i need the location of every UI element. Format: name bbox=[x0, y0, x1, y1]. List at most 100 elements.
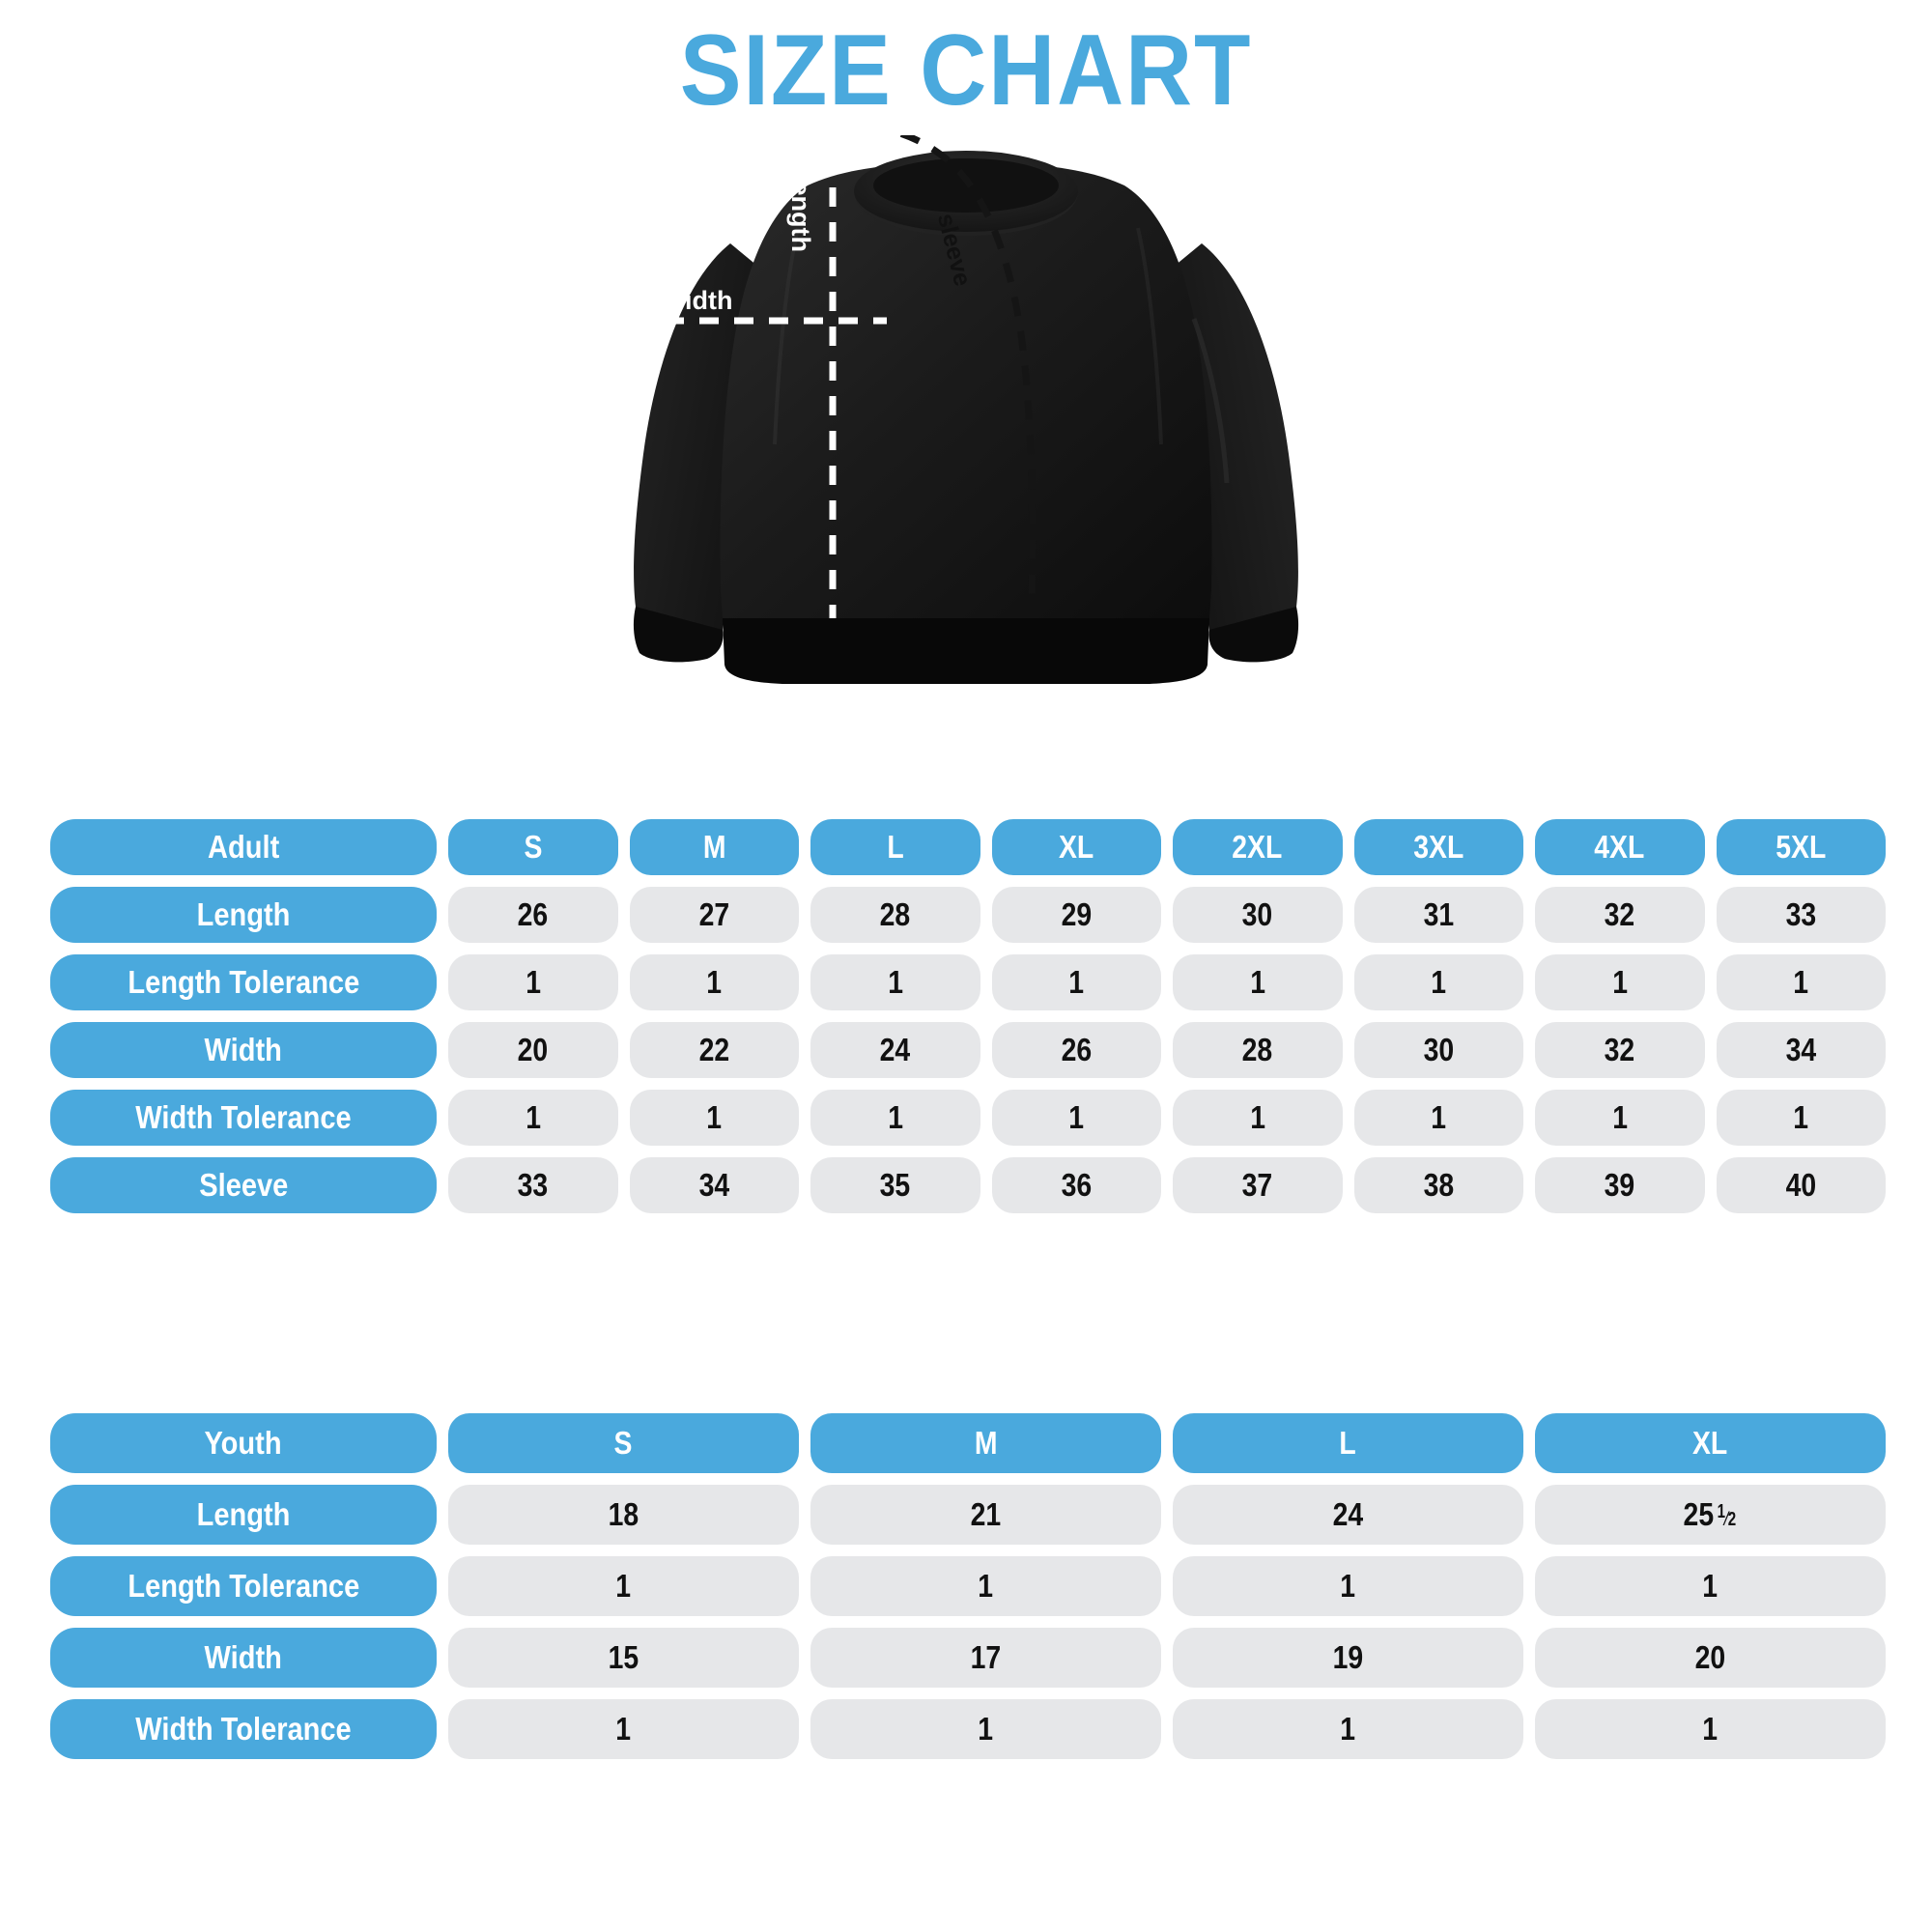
adult-row-label-length: Length bbox=[50, 887, 437, 943]
youth-size-table: Youth S M L XL Length 18 21 24 25 1⁄2 Len… bbox=[50, 1413, 1886, 1771]
youth-width-tol-m: 1 bbox=[810, 1699, 1161, 1759]
adult-size-header-m: M bbox=[629, 819, 799, 875]
youth-length-tol-l: 1 bbox=[1173, 1556, 1523, 1616]
adult-width-tol-m: 1 bbox=[629, 1090, 799, 1146]
adult-row-label-width-tolerance: Width Tolerance bbox=[50, 1090, 437, 1146]
youth-width-tol-xl: 1 bbox=[1535, 1699, 1886, 1759]
adult-size-header-4xl: 4XL bbox=[1535, 819, 1705, 875]
adult-length-tol-xl: 1 bbox=[991, 954, 1161, 1010]
youth-length-tol-xl: 1 bbox=[1535, 1556, 1886, 1616]
adult-size-header-l: L bbox=[810, 819, 980, 875]
adult-sleeve-l: 35 bbox=[810, 1157, 980, 1213]
adult-length-l: 28 bbox=[810, 887, 980, 943]
youth-section-label: Youth bbox=[50, 1413, 437, 1473]
adult-width-xl: 26 bbox=[991, 1022, 1161, 1078]
adult-size-header-s: S bbox=[448, 819, 618, 875]
youth-length-l: 24 bbox=[1173, 1485, 1523, 1545]
adult-width-5xl: 34 bbox=[1716, 1022, 1886, 1078]
adult-size-header-2xl: 2XL bbox=[1173, 819, 1343, 875]
adult-length-tol-s: 1 bbox=[448, 954, 618, 1010]
sweatshirt-icon bbox=[630, 135, 1299, 684]
adult-row-label-sleeve: Sleeve bbox=[50, 1157, 437, 1213]
youth-row-length: Length 18 21 24 25 1⁄2 bbox=[50, 1485, 1886, 1545]
youth-length-xl-value: 25 1⁄2 bbox=[1683, 1496, 1736, 1532]
adult-width-tol-5xl: 1 bbox=[1716, 1090, 1886, 1146]
adult-width-tol-3xl: 1 bbox=[1353, 1090, 1523, 1146]
adult-width-tol-xl: 1 bbox=[991, 1090, 1161, 1146]
youth-row-label-width: Width bbox=[50, 1628, 437, 1688]
adult-sleeve-4xl: 39 bbox=[1535, 1157, 1705, 1213]
adult-size-header-5xl: 5XL bbox=[1716, 819, 1886, 875]
adult-width-l: 24 bbox=[810, 1022, 980, 1078]
youth-width-s: 15 bbox=[448, 1628, 799, 1688]
adult-length-tol-2xl: 1 bbox=[1173, 954, 1343, 1010]
adult-width-2xl: 28 bbox=[1173, 1022, 1343, 1078]
adult-header-row: Adult S M L XL 2XL 3XL 4XL 5XL bbox=[50, 819, 1886, 875]
adult-length-4xl: 32 bbox=[1535, 887, 1705, 943]
adult-sleeve-m: 34 bbox=[629, 1157, 799, 1213]
youth-row-label-width-tolerance: Width Tolerance bbox=[50, 1699, 437, 1759]
adult-width-4xl: 32 bbox=[1535, 1022, 1705, 1078]
adult-sleeve-3xl: 38 bbox=[1353, 1157, 1523, 1213]
adult-length-3xl: 31 bbox=[1353, 887, 1523, 943]
garment-illustration: width length sleeve bbox=[609, 135, 1323, 802]
adult-sleeve-s: 33 bbox=[448, 1157, 618, 1213]
adult-sleeve-xl: 36 bbox=[991, 1157, 1161, 1213]
adult-width-tol-4xl: 1 bbox=[1535, 1090, 1705, 1146]
page-title: SIZE CHART bbox=[679, 14, 1253, 127]
youth-row-width-tolerance: Width Tolerance 1 1 1 1 bbox=[50, 1699, 1886, 1759]
youth-header-row: Youth S M L XL bbox=[50, 1413, 1886, 1473]
adult-width-tol-l: 1 bbox=[810, 1090, 980, 1146]
adult-row-label-width: Width bbox=[50, 1022, 437, 1078]
adult-row-width: Width 20 22 24 26 28 30 32 34 bbox=[50, 1022, 1886, 1078]
adult-width-s: 20 bbox=[448, 1022, 618, 1078]
adult-width-tol-2xl: 1 bbox=[1173, 1090, 1343, 1146]
adult-size-header-xl: XL bbox=[991, 819, 1161, 875]
youth-width-tol-l: 1 bbox=[1173, 1699, 1523, 1759]
adult-size-table: Adult S M L XL 2XL 3XL 4XL 5XL Length 26… bbox=[50, 819, 1886, 1225]
adult-row-length-tolerance: Length Tolerance 1 1 1 1 1 1 1 1 bbox=[50, 954, 1886, 1010]
youth-length-m: 21 bbox=[810, 1485, 1161, 1545]
youth-row-length-tolerance: Length Tolerance 1 1 1 1 bbox=[50, 1556, 1886, 1616]
adult-width-3xl: 30 bbox=[1353, 1022, 1523, 1078]
adult-row-width-tolerance: Width Tolerance 1 1 1 1 1 1 1 1 bbox=[50, 1090, 1886, 1146]
adult-length-m: 27 bbox=[629, 887, 799, 943]
youth-length-xl: 25 1⁄2 bbox=[1535, 1485, 1886, 1545]
width-measure-label: width bbox=[665, 286, 733, 315]
adult-width-tol-s: 1 bbox=[448, 1090, 618, 1146]
youth-size-header-xl: XL bbox=[1535, 1413, 1886, 1473]
adult-row-length: Length 26 27 28 29 30 31 32 33 bbox=[50, 887, 1886, 943]
adult-length-tol-l: 1 bbox=[810, 954, 980, 1010]
adult-row-label-length-tolerance: Length Tolerance bbox=[50, 954, 437, 1010]
youth-row-label-length: Length bbox=[50, 1485, 437, 1545]
adult-length-s: 26 bbox=[448, 887, 618, 943]
youth-width-m: 17 bbox=[810, 1628, 1161, 1688]
adult-length-tol-m: 1 bbox=[629, 954, 799, 1010]
adult-width-m: 22 bbox=[629, 1022, 799, 1078]
youth-length-tol-s: 1 bbox=[448, 1556, 799, 1616]
adult-length-tol-5xl: 1 bbox=[1716, 954, 1886, 1010]
youth-width-tol-s: 1 bbox=[448, 1699, 799, 1759]
adult-length-2xl: 30 bbox=[1173, 887, 1343, 943]
youth-row-width: Width 15 17 19 20 bbox=[50, 1628, 1886, 1688]
youth-length-s: 18 bbox=[448, 1485, 799, 1545]
adult-sleeve-2xl: 37 bbox=[1173, 1157, 1343, 1213]
adult-section-label: Adult bbox=[50, 819, 437, 875]
adult-length-tol-3xl: 1 bbox=[1353, 954, 1523, 1010]
youth-size-header-l: L bbox=[1173, 1413, 1523, 1473]
length-measure-label: length bbox=[786, 174, 815, 252]
youth-length-tol-m: 1 bbox=[810, 1556, 1161, 1616]
youth-row-label-length-tolerance: Length Tolerance bbox=[50, 1556, 437, 1616]
adult-size-header-3xl: 3XL bbox=[1353, 819, 1523, 875]
adult-length-tol-4xl: 1 bbox=[1535, 954, 1705, 1010]
adult-row-sleeve: Sleeve 33 34 35 36 37 38 39 40 bbox=[50, 1157, 1886, 1213]
youth-width-l: 19 bbox=[1173, 1628, 1523, 1688]
youth-width-xl: 20 bbox=[1535, 1628, 1886, 1688]
adult-sleeve-5xl: 40 bbox=[1716, 1157, 1886, 1213]
sleeve-guide-line bbox=[895, 135, 1037, 600]
youth-size-header-s: S bbox=[448, 1413, 799, 1473]
adult-length-5xl: 33 bbox=[1716, 887, 1886, 943]
youth-size-header-m: M bbox=[810, 1413, 1161, 1473]
adult-length-xl: 29 bbox=[991, 887, 1161, 943]
